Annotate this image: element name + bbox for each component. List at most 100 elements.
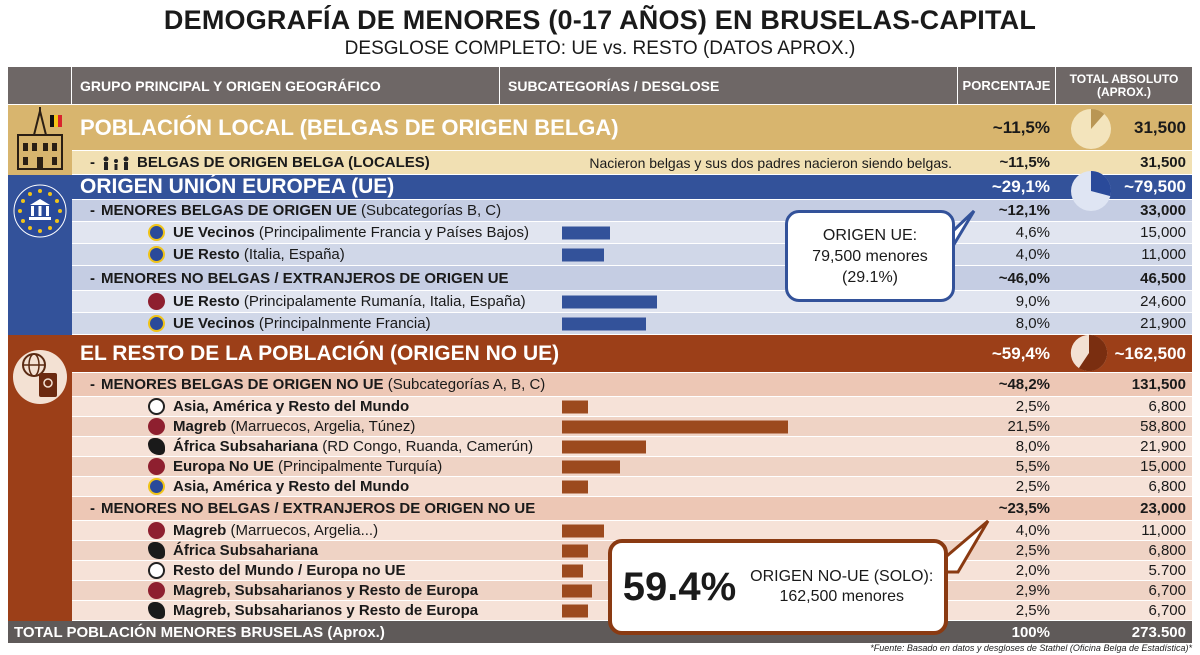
eu-flag-icon: [148, 478, 165, 495]
row-label-text: MENORES BELGAS DE ORIGEN NO UE: [101, 376, 384, 393]
row-total: 21,900: [1140, 315, 1186, 332]
eu-icon-block: [8, 175, 72, 335]
header-total-line2: (APROX.): [1097, 84, 1151, 99]
red-circle-icon: [148, 458, 165, 475]
callout-ue: ORIGEN UE: 79,500 menores (29.1%): [785, 210, 955, 302]
row-total: 131,500: [1131, 376, 1186, 393]
callout-noue-line1: ORIGEN NO-UE (SOLO):: [750, 568, 934, 585]
row-label: Magreb (Marruecos, Argelia...): [72, 521, 562, 540]
row-total: 58,800: [1140, 418, 1186, 435]
group-label-local: POBLACIÓN LOCAL (BELGAS DE ORIGEN BELGA): [80, 114, 619, 140]
bar-mark: [562, 524, 604, 537]
bar-mark: [562, 564, 583, 577]
group-label-ue: ORIGEN UNIÓN EUROPEA (UE): [80, 175, 395, 198]
row-total: 6,700: [1148, 582, 1186, 599]
family-icon: [103, 156, 129, 170]
row-pct: 4,0%: [1015, 246, 1050, 263]
row-label-text: Magreb, Subsaharianos y Resto de Europa: [173, 582, 479, 599]
row-label-text: África Subsahariana: [173, 438, 319, 455]
row-belgas-origen-ue: - MENORES BELGAS DE ORIGEN UE (Subcatego…: [72, 200, 1192, 222]
bar-mark: [562, 400, 589, 413]
row-note: (Principalamente Rumanía, Italia, España…: [243, 293, 526, 310]
noue-icon-block: [8, 335, 72, 621]
row-pct: 2,5%: [1015, 542, 1050, 559]
row-magreb-2: Magreb (Marruecos, Argelia...) 4,0% 11,0…: [72, 521, 1192, 541]
group-pct-ue: ~29,1%: [991, 177, 1050, 196]
africa-icon: [148, 542, 165, 559]
row-total: 6,800: [1148, 398, 1186, 415]
row-label-text: BELGAS DE ORIGEN BELGA (LOCALES): [137, 154, 430, 171]
red-circle-icon: [148, 418, 165, 435]
bar-mark: [562, 544, 589, 557]
demographics-table: GRUPO PRINCIPAL Y ORIGEN GEOGRÁFICO SUBC…: [8, 67, 1192, 650]
row-label: Asia, América y Resto del Mundo: [72, 477, 562, 496]
row-label-text: UE Vecinos: [173, 315, 255, 332]
row-label: - BELGAS DE ORIGEN BELGA (LOCALES): [72, 151, 562, 174]
group-total-noue: ~162,500: [1114, 343, 1186, 363]
row-label: Magreb, Subsaharianos y Resto de Europa: [72, 601, 562, 620]
row-pct: 4,6%: [1015, 224, 1050, 241]
pie-noue: [1070, 334, 1108, 372]
globe-passport-icon: [13, 350, 67, 404]
row-total: 24,600: [1140, 293, 1186, 310]
row-asia-1: Asia, América y Resto del Mundo 2,5% 6,8…: [72, 397, 1192, 417]
header-percentage: PORCENTAJE: [958, 67, 1056, 104]
group-row-local: POBLACIÓN LOCAL (BELGAS DE ORIGEN BELGA)…: [72, 105, 1192, 151]
row-label: UE Vecinos (Principalimente Francia y Pa…: [72, 222, 562, 243]
row-label-text: MENORES NO BELGAS / EXTRANJEROS DE ORIGE…: [101, 269, 509, 287]
row-total: 46,500: [1140, 269, 1186, 287]
row-label-text: Resto del Mundo / Europa no UE: [173, 562, 406, 579]
bullet-dash: -: [90, 376, 95, 393]
header-subcategories: SUBCATEGORÍAS / DESGLOSE: [500, 67, 958, 104]
globe-icon: [148, 398, 165, 415]
page-subtitle: DESGLOSE COMPLETO: UE vs. RESTO (DATOS A…: [344, 38, 856, 59]
bar-mark: [562, 248, 604, 261]
town-hall-icon: [17, 107, 63, 170]
row-pct: 2,9%: [1015, 582, 1050, 599]
group-pct-local: ~11,5%: [992, 117, 1050, 137]
row-pct: ~23,5%: [998, 500, 1050, 517]
row-label-text: Asia, América y Resto del Mundo: [173, 478, 410, 495]
row-total: 6,800: [1148, 542, 1186, 559]
row-label: - MENORES BELGAS DE ORIGEN UE (Subcatego…: [72, 200, 958, 221]
callout-ue-line3: (29.1%): [841, 268, 899, 286]
row-label: UE Resto (Principalamente Rumanía, Itali…: [72, 291, 562, 312]
row-label: África Subsahariana (RD Congo, Ruanda, C…: [72, 437, 562, 456]
page-title: DEMOGRAFÍA DE MENORES (0-17 AÑOS) EN BRU…: [163, 5, 1037, 35]
footnote: *Fuente: Basado en datos y desgloses de …: [870, 643, 1192, 653]
row-pct: 8,0%: [1015, 315, 1050, 332]
row-label-text: Magreb: [173, 418, 227, 435]
row-note: (Marruecos, Argelia...): [230, 522, 379, 539]
row-label-text: Magreb, Subsaharianos y Resto de Europa: [173, 602, 479, 619]
row-total: 23,000: [1140, 500, 1186, 517]
red-circle-icon: [148, 293, 165, 310]
total-row: TOTAL POBLACIÓN MENORES BRUSELAS (Aprox.…: [8, 621, 1192, 644]
row-total: 31,500: [1140, 154, 1186, 171]
header-icon-col: [8, 67, 72, 104]
eu-institution-icon: [13, 184, 67, 238]
row-pct: 2,5%: [1015, 478, 1050, 495]
row-note: (Principalimente Francia y Países Bajos): [258, 224, 529, 241]
callout-ue-line1: ORIGEN UE:: [822, 226, 918, 244]
bar-mark: [562, 420, 788, 433]
row-label-text: UE Vecinos: [173, 224, 255, 241]
row-belgas-origen-noue: - MENORES BELGAS DE ORIGEN NO UE (Subcat…: [72, 373, 1192, 397]
africa-icon: [148, 602, 165, 619]
row-total: 6,700: [1148, 602, 1186, 619]
row-extranjeros-ue: - MENORES NO BELGAS / EXTRANJEROS DE ORI…: [72, 266, 1192, 291]
row-label-text: Europa No UE: [173, 458, 274, 475]
row-label-text: África Subsahariana: [173, 542, 319, 559]
header-group: GRUPO PRINCIPAL Y ORIGEN GEOGRÁFICO: [72, 67, 500, 104]
row-label: UE Vecinos (Principalnmente Francia): [72, 313, 562, 334]
row-label: Europa No UE (Principalmente Turquía): [72, 457, 562, 476]
row-magreb-1: Magreb (Marruecos, Argelia, Túnez) 21,5%…: [72, 417, 1192, 437]
row-label: Magreb, Subsaharianos y Resto de Europa: [72, 581, 562, 600]
row-label-text: MENORES NO BELGAS / EXTRANJEROS DE ORIGE…: [101, 500, 536, 517]
eu-flag-icon: [148, 224, 165, 241]
row-total: 6,800: [1148, 478, 1186, 495]
pie-ue: [1071, 171, 1111, 211]
row-ue-vecinos-1: UE Vecinos (Principalimente Francia y Pa…: [72, 222, 1192, 244]
pie-local: [1071, 109, 1111, 149]
row-asia-2: Asia, América y Resto del Mundo 2,5% 6,8…: [72, 477, 1192, 497]
